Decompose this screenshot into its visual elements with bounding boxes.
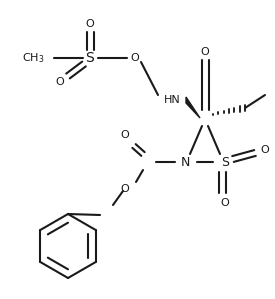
Polygon shape <box>186 97 200 118</box>
Text: N: N <box>180 155 190 169</box>
Text: O: O <box>86 19 94 29</box>
Text: O: O <box>221 198 229 208</box>
Text: O: O <box>201 47 209 57</box>
Text: O: O <box>131 53 139 63</box>
Text: S: S <box>86 51 94 65</box>
Text: O: O <box>121 130 129 140</box>
Text: CH$_3$: CH$_3$ <box>21 51 44 65</box>
Text: O: O <box>261 145 270 155</box>
Text: O: O <box>56 77 64 87</box>
Text: O: O <box>121 184 129 194</box>
Text: S: S <box>221 155 229 169</box>
Text: HN: HN <box>164 95 180 105</box>
